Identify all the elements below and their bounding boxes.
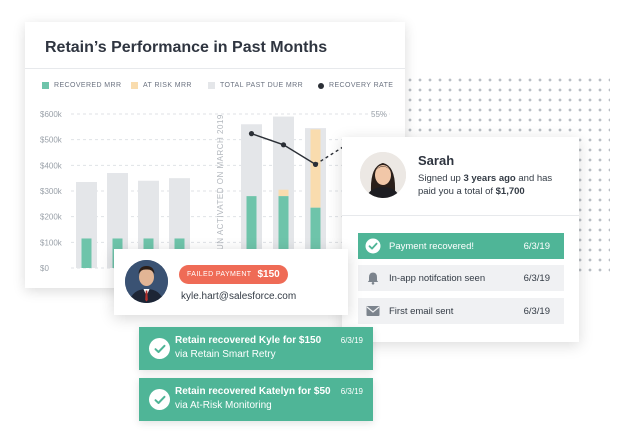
failed-payment-label: FAILED PAYMENT: [187, 271, 252, 278]
chart-divider: [25, 68, 405, 69]
check-circle-icon: [365, 238, 381, 254]
y-tick-label: $500k: [40, 136, 63, 145]
desc-total-paid: $1,700: [495, 186, 525, 197]
customer-card-sarah: Sarah Signed up 3 years ago and has paid…: [342, 137, 579, 342]
failed-payment-amount: $150: [257, 269, 280, 280]
customer-description: Signed up 3 years ago and has paid you a…: [418, 172, 568, 198]
chart-bars: [76, 116, 326, 269]
performance-chart-card: Retain’s Performance in Past Months RECO…: [25, 22, 405, 288]
bar-total-past-due: [138, 180, 159, 268]
notification-date: 6/3/19: [340, 336, 363, 345]
chart-plot-area: $0 $100k $200k $300k $400k $500k $600k UN ACTI…: [40, 110, 390, 273]
notification-title: Retain recovered Kyle for $150: [175, 335, 322, 346]
notification-title: Retain recovered Katelyn for $50: [175, 386, 331, 397]
chart-vertical-label: UN ACTIVATED ON MARCH 2019: [216, 114, 225, 250]
y-tick-label: $600k: [40, 110, 63, 119]
event-date: 6/3/19: [523, 305, 550, 317]
legend-swatch-at-risk: [131, 82, 138, 89]
notification-date: 6/3/19: [340, 387, 363, 396]
y-tick-label: $100k: [40, 238, 63, 247]
recovery-notification-kyle[interactable]: Retain recovered Kyle for $150 via Retai…: [139, 327, 373, 370]
bar-total-past-due: [107, 173, 128, 268]
desc-middle: and has paid you a total of: [418, 173, 553, 197]
notification-subtitle: via At-Risk Monitoring: [175, 400, 272, 411]
legend-recovery-rate: RECOVERY RATE: [318, 82, 393, 89]
event-label: First email sent: [389, 305, 454, 317]
notification-subtitle: via Retain Smart Retry: [175, 349, 276, 360]
bar-recovered: [81, 238, 92, 268]
chart-title: Retain’s Performance in Past Months: [45, 39, 328, 56]
failed-payment-badge: FAILED PAYMENT $150: [179, 265, 288, 284]
y-tick-label: $300k: [40, 187, 63, 196]
right-axis-label: 55%: [371, 110, 387, 119]
bar-recovered: [278, 196, 289, 268]
event-in-app-notification[interactable]: In-app notifcation seen 6/3/19: [358, 265, 564, 291]
recovery-rate-point: [312, 161, 319, 167]
desc-prefix: Signed up: [418, 173, 464, 184]
y-tick-label: $400k: [40, 161, 63, 170]
recovery-notification-katelyn[interactable]: Retain recovered Katelyn for $50 via At-…: [139, 378, 373, 421]
bar-at-risk: [278, 189, 289, 197]
legend-swatch-total-past-due: [208, 82, 215, 89]
bell-icon: [365, 270, 381, 286]
bar-total-past-due: [169, 178, 190, 268]
recovery-rate-point: [248, 131, 255, 137]
legend-label-total-past-due: TOTAL PAST DUE MRR: [220, 82, 304, 89]
desc-signup-age: 3 years ago: [463, 173, 516, 184]
avatar: [125, 260, 168, 303]
event-label: Payment recovered!: [389, 240, 475, 252]
avatar: [360, 152, 406, 198]
customer-email: kyle.hart@salesforce.com: [181, 291, 297, 302]
event-date: 6/3/19: [523, 240, 550, 252]
check-circle-icon: [149, 389, 170, 410]
envelope-icon: [365, 303, 381, 319]
customer-name: Sarah: [418, 153, 455, 168]
recovery-rate-point: [280, 142, 287, 148]
legend-at-risk-mrr: AT RISK MRR: [131, 82, 192, 89]
legend-label-at-risk: AT RISK MRR: [143, 82, 192, 89]
y-tick-label: $200k: [40, 213, 63, 222]
event-first-email-sent[interactable]: First email sent 6/3/19: [358, 298, 564, 324]
chart-y-ticks: $0 $100k $200k $300k $400k $500k $600k: [40, 110, 63, 273]
y-tick-label: $0: [40, 264, 49, 273]
card-divider: [342, 215, 579, 216]
legend-total-past-due: TOTAL PAST DUE MRR: [208, 82, 303, 89]
failed-payment-card-kyle[interactable]: FAILED PAYMENT $150 kyle.hart@salesforce…: [114, 249, 348, 315]
bar-at-risk: [310, 129, 321, 208]
bar-recovered: [310, 207, 321, 268]
legend-dot-recovery-rate: [318, 82, 324, 89]
event-date: 6/3/19: [523, 272, 550, 284]
event-label: In-app notifcation seen: [389, 272, 486, 284]
chart-recovery-line: [248, 131, 356, 167]
bar-total-past-due: [76, 182, 97, 268]
legend-label-recovered: RECOVERED MRR: [54, 82, 122, 89]
legend-recovered-mrr: RECOVERED MRR: [42, 82, 121, 89]
bar-recovered: [246, 196, 257, 268]
legend-swatch-recovered: [42, 82, 49, 89]
check-circle-icon: [149, 338, 170, 359]
event-payment-recovered[interactable]: Payment recovered! 6/3/19: [358, 233, 564, 259]
legend-label-recovery-rate: RECOVERY RATE: [329, 82, 394, 89]
